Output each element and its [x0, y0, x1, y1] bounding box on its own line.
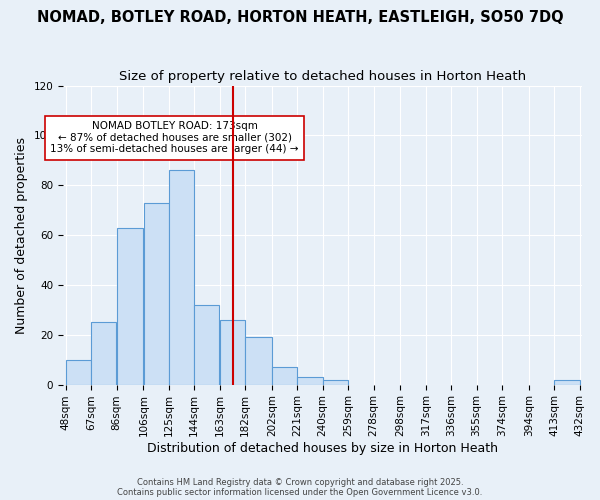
Bar [323, 380, 348, 384]
Bar [169, 170, 194, 384]
Bar [298, 377, 323, 384]
Bar [143, 202, 169, 384]
Bar [220, 320, 245, 384]
X-axis label: Distribution of detached houses by size in Horton Heath: Distribution of detached houses by size … [147, 442, 498, 455]
Bar [245, 337, 272, 384]
Text: Contains HM Land Registry data © Crown copyright and database right 2025.
Contai: Contains HM Land Registry data © Crown c… [118, 478, 482, 497]
Bar [117, 228, 143, 384]
Y-axis label: Number of detached properties: Number of detached properties [15, 136, 28, 334]
Bar [272, 367, 297, 384]
Text: NOMAD BOTLEY ROAD: 173sqm
← 87% of detached houses are smaller (302)
13% of semi: NOMAD BOTLEY ROAD: 173sqm ← 87% of detac… [50, 122, 299, 154]
Bar [91, 322, 116, 384]
Bar [554, 380, 580, 384]
Title: Size of property relative to detached houses in Horton Heath: Size of property relative to detached ho… [119, 70, 526, 83]
Text: NOMAD, BOTLEY ROAD, HORTON HEATH, EASTLEIGH, SO50 7DQ: NOMAD, BOTLEY ROAD, HORTON HEATH, EASTLE… [37, 10, 563, 25]
Bar [194, 305, 220, 384]
Bar [66, 360, 91, 384]
